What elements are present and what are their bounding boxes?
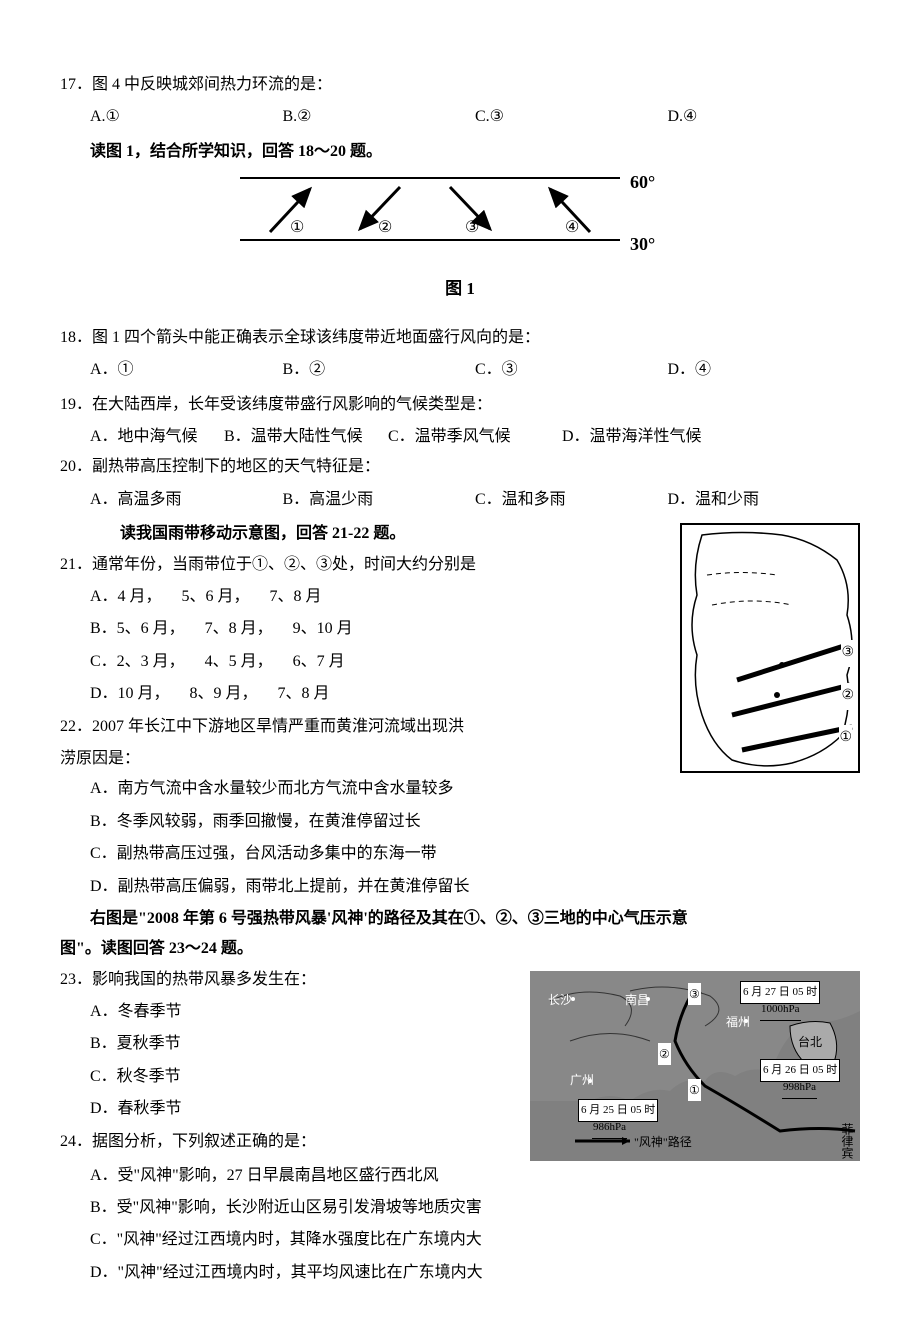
q20-opt-d: D．温和少雨 (668, 485, 861, 515)
q20-opt-b: B．高温少雨 (283, 485, 476, 515)
china-map-label-1: ① (839, 725, 852, 752)
q22-opt-c: C．副热带高压过强，台风活动多集中的东海一带 (60, 839, 860, 869)
q24-opt-a: A．受"风神"影响，27 日早晨南昌地区盛行西北风 (60, 1161, 860, 1191)
instruction-1: 读图 1，结合所学知识，回答 18～20 题。 (60, 137, 860, 167)
pressure-986: 986hPa (592, 1117, 627, 1139)
city-nanchang: 南昌 (625, 989, 649, 1012)
city-guangzhou: 广州 (570, 1069, 594, 1092)
q18-stem: 18．图 1 四个箭头中能正确表示全球该纬度带近地面盛行风向的是： (60, 323, 860, 353)
q17-opt-a: A.① (90, 102, 283, 132)
figure-1: 60° 30° ① ② ③ ④ 图 1 (60, 177, 860, 305)
city-fuzhou: 福州 (726, 1011, 750, 1034)
pressure-998: 998hPa (782, 1077, 817, 1099)
mark-2: ② (658, 1043, 671, 1066)
mark-1: ① (688, 1079, 701, 1102)
q24-opt-c: C．"风神"经过江西境内时，其降水强度比在广东境内大 (60, 1225, 860, 1255)
q17-opt-b: B.② (283, 102, 476, 132)
q18-opt-b: B．② (283, 355, 476, 385)
figure1-label-2: ② (378, 213, 392, 243)
china-map-label-2: ② (841, 683, 854, 710)
city-philippines: 菲律宾 (835, 1123, 858, 1159)
q17-opt-c: C.③ (475, 102, 668, 132)
q19-opt-d: D．温带海洋性气候 (562, 422, 702, 452)
q20-opt-a: A．高温多雨 (90, 485, 283, 515)
q20-options: A．高温多雨 B．高温少雨 C．温和多雨 D．温和少雨 (60, 485, 860, 515)
q19-opt-a: A．地中海气候 (90, 422, 220, 452)
q18-opt-c: C．③ (475, 355, 668, 385)
q19-stem: 19．在大陆西岸，长年受该纬度带盛行风影响的气候类型是： (60, 390, 860, 420)
q18-opt-a: A．① (90, 355, 283, 385)
figure1-label-4: ④ (565, 213, 579, 243)
q17-stem: 17．图 4 中反映城郊间热力环流的是： (60, 70, 860, 100)
q19-options: A．地中海气候 B．温带大陆性气候 C．温带季风气候 D．温带海洋性气候 (60, 422, 860, 452)
q18-options: A．① B．② C．③ D．④ (60, 355, 860, 385)
q17-opt-d: D.④ (668, 102, 861, 132)
q18-opt-d: D．④ (668, 355, 861, 385)
figure1-lat-top: 60° (630, 165, 655, 199)
city-changsha: 长沙 (548, 989, 572, 1012)
figure1-label-3: ③ (465, 213, 479, 243)
q24-opt-b: B．受"风神"影响，长沙附近山区易引发滑坡等地质灾害 (60, 1193, 860, 1223)
q22-opt-b: B．冬季风较弱，雨季回撤慢，在黄淮停留过长 (60, 807, 860, 837)
typhoon-legend: "风神"路径 (634, 1131, 692, 1154)
q19-opt-b: B．温带大陆性气候 (224, 422, 384, 452)
china-rain-map: ③ ② ① (680, 523, 860, 773)
city-taibei: 台北 (798, 1031, 822, 1054)
q17-options: A.① B.② C.③ D.④ (60, 102, 860, 132)
mark-3: ③ (688, 983, 701, 1006)
instruction-3-line1: 右图是"2008 年第 6 号强热带风暴'风神'的路径及其在①、②、③三地的中心… (60, 904, 860, 934)
q22-opt-d: D．副热带高压偏弱，雨带北上提前，并在黄淮停留长 (60, 872, 860, 902)
figure1-caption: 图 1 (60, 273, 860, 305)
q20-opt-c: C．温和多雨 (475, 485, 668, 515)
figure1-lat-bottom: 30° (630, 227, 655, 261)
figure1-label-1: ① (290, 213, 304, 243)
q19-opt-c: C．温带季风气候 (388, 422, 558, 452)
china-map-label-3: ③ (841, 640, 854, 667)
instruction-3-line2: 图"。读图回答 23～24 题。 (60, 934, 860, 964)
pressure-1000: 1000hPa (760, 999, 801, 1021)
q20-stem: 20．副热带高压控制下的地区的天气特征是： (60, 452, 860, 482)
q22-opt-a: A．南方气流中含水量较少而北方气流中含水量较多 (60, 774, 860, 804)
q24-opt-d: D．"风神"经过江西境内时，其平均风速比在广东境内大 (60, 1258, 860, 1288)
typhoon-map: 长沙 南昌 福州 台北 广州 菲律宾 ③ ② ① 6 月 27 日 05 时 1… (530, 969, 860, 1161)
